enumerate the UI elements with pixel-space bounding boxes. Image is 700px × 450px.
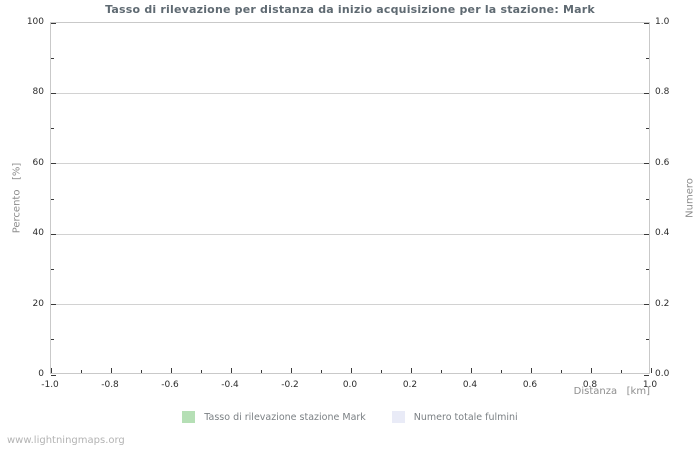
y-major-tick-right bbox=[644, 22, 649, 24]
y-tick-label-left: 60 bbox=[32, 157, 44, 168]
x-tick-label: 0.6 bbox=[522, 380, 538, 390]
x-minor-tick bbox=[200, 370, 202, 373]
x-major-tick bbox=[230, 368, 232, 373]
y-axis-label-left: Percento [%] bbox=[11, 162, 23, 234]
x-tick-label: -0.2 bbox=[281, 380, 299, 390]
x-tick-label: 0.8 bbox=[582, 380, 598, 390]
x-major-tick bbox=[470, 368, 472, 373]
y-minor-tick-right bbox=[646, 57, 649, 59]
x-major-tick bbox=[410, 368, 412, 373]
y-major-tick-left bbox=[51, 304, 56, 306]
gridline bbox=[51, 304, 649, 306]
x-minor-tick bbox=[440, 370, 442, 373]
y-tick-label-right: 0.6 bbox=[655, 157, 670, 168]
x-tick-label: 0.0 bbox=[342, 380, 358, 390]
x-major-tick bbox=[170, 368, 172, 373]
x-tick-label: -0.6 bbox=[161, 380, 179, 390]
y-minor-tick-right bbox=[646, 339, 649, 341]
x-major-tick bbox=[110, 368, 112, 373]
y-tick-label-left: 100 bbox=[26, 17, 44, 27]
y-minor-tick-left bbox=[51, 57, 54, 59]
x-minor-tick bbox=[500, 370, 502, 373]
y-tick-label-left: 20 bbox=[32, 298, 44, 309]
gridline bbox=[51, 233, 649, 235]
y-minor-tick-left bbox=[51, 198, 54, 200]
legend-label: Numero totale fulmini bbox=[413, 411, 518, 423]
y-minor-tick-left bbox=[51, 128, 54, 130]
y-tick-label-right: 1.0 bbox=[655, 17, 670, 27]
y-major-tick-right bbox=[644, 163, 649, 165]
gridline bbox=[51, 92, 649, 94]
x-minor-tick bbox=[380, 370, 382, 373]
y-tick-label-right: 0.2 bbox=[655, 298, 670, 309]
y-major-tick-left bbox=[51, 22, 56, 24]
y-minor-tick-right bbox=[646, 198, 649, 200]
x-major-tick bbox=[590, 368, 592, 373]
y-major-tick-right bbox=[644, 304, 649, 306]
x-minor-tick bbox=[140, 370, 142, 373]
x-minor-tick bbox=[620, 370, 622, 373]
chart-title: Tasso di rilevazione per distanza da ini… bbox=[105, 3, 595, 16]
y-tick-label-right: 0.0 bbox=[655, 369, 670, 379]
y-major-tick-right bbox=[644, 233, 649, 235]
legend-label: Tasso di rilevazione stazione Mark bbox=[204, 411, 366, 423]
x-major-tick bbox=[530, 368, 532, 373]
x-major-tick bbox=[290, 368, 292, 373]
x-minor-tick bbox=[260, 370, 262, 373]
y-minor-tick-right bbox=[646, 268, 649, 270]
legend: Tasso di rilevazione stazione Mark Numero… bbox=[0, 409, 700, 425]
x-minor-tick bbox=[560, 370, 562, 373]
y-major-tick-left bbox=[51, 92, 56, 94]
x-major-tick bbox=[350, 368, 352, 373]
plot-area bbox=[50, 22, 652, 376]
legend-swatch bbox=[182, 411, 196, 423]
y-tick-label-left: 40 bbox=[32, 228, 44, 239]
x-major-tick bbox=[650, 368, 652, 373]
x-tick-label: 0.2 bbox=[402, 380, 418, 390]
y-axis-label-right: Numero bbox=[684, 178, 696, 218]
y-major-tick-left bbox=[51, 374, 56, 376]
y-tick-label-left: 0 bbox=[38, 369, 44, 379]
y-major-tick-right bbox=[644, 92, 649, 94]
y-minor-tick-left bbox=[51, 268, 54, 270]
watermark-text: www.lightningmaps.org bbox=[7, 435, 125, 446]
x-minor-tick bbox=[80, 370, 82, 373]
legend-item: Tasso di rilevazione stazione Mark bbox=[182, 411, 366, 423]
y-tick-label-right: 0.8 bbox=[655, 87, 670, 98]
y-major-tick-left bbox=[51, 163, 56, 165]
y-major-tick-left bbox=[51, 233, 56, 235]
x-tick-label: -0.8 bbox=[101, 380, 119, 390]
x-major-tick bbox=[50, 368, 52, 373]
legend-swatch bbox=[391, 411, 405, 423]
y-minor-tick-right bbox=[646, 128, 649, 130]
x-tick-label: -0.4 bbox=[221, 380, 239, 390]
y-tick-label-left: 80 bbox=[32, 87, 44, 98]
x-tick-label: 0.4 bbox=[462, 380, 478, 390]
x-tick-label: -1.0 bbox=[41, 380, 59, 390]
gridline bbox=[51, 163, 649, 165]
x-axis-label: Distanza [km] bbox=[573, 386, 650, 397]
legend-item: Numero totale fulmini bbox=[391, 411, 518, 423]
x-tick-label: 1.0 bbox=[642, 380, 658, 390]
y-tick-label-right: 0.4 bbox=[655, 228, 670, 239]
y-minor-tick-left bbox=[51, 339, 54, 341]
x-minor-tick bbox=[320, 370, 322, 373]
y-major-tick-right bbox=[644, 374, 649, 376]
